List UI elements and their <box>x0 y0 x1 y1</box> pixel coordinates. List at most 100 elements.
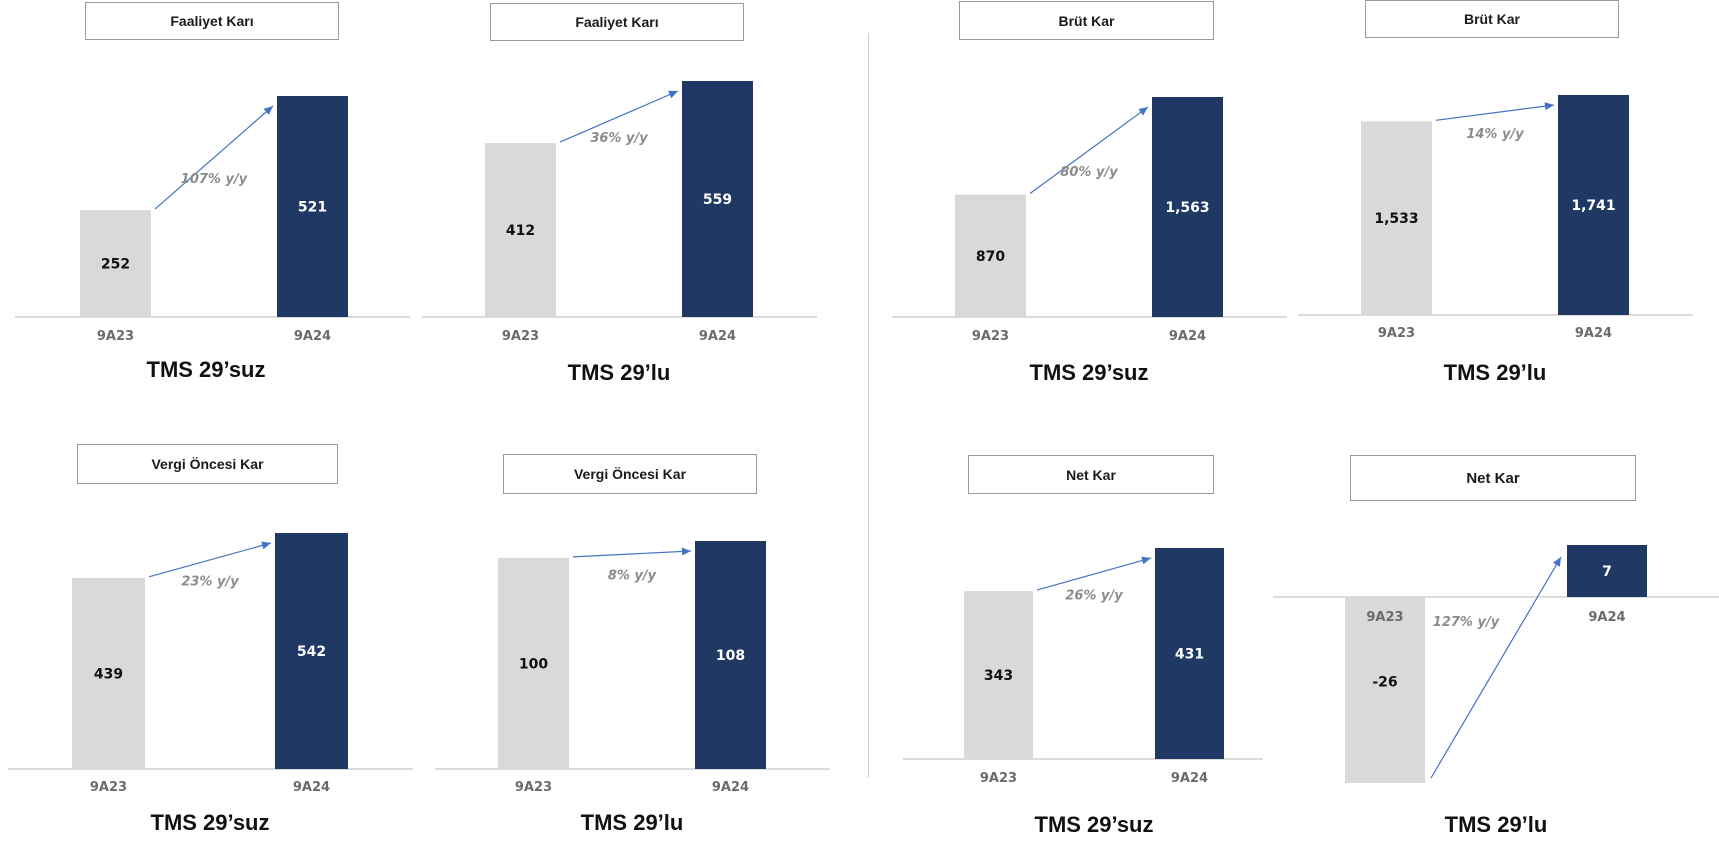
bar-9a23 <box>1361 121 1432 315</box>
chart-caption: TMS 29’lu <box>580 810 684 835</box>
growth-arrowhead <box>263 106 273 115</box>
x-tick-label: 9A24 <box>1169 329 1206 344</box>
bar-chart: 1,533 1,741 9A23 9A24 14% y/y <box>1298 95 1693 341</box>
bar-9a24 <box>1155 548 1224 759</box>
data-label: 521 <box>298 200 327 216</box>
bar-chart: 343 431 9A23 9A24 26% y/y <box>903 548 1263 786</box>
chart-title: Faaliyet Karı <box>85 2 339 40</box>
chart-caption: TMS 29’lu <box>1444 812 1548 837</box>
x-tick-label: 9A24 <box>1575 326 1612 341</box>
data-label: 439 <box>94 666 123 682</box>
growth-arrow <box>148 542 272 578</box>
chart-title: Faaliyet Karı <box>490 3 744 41</box>
growth-arrowhead <box>261 541 271 550</box>
bar-chart: 439 542 9A23 9A24 23% y/y <box>8 533 413 795</box>
growth-arrowhead <box>1138 107 1148 116</box>
chart-title: Net Kar <box>968 455 1214 494</box>
chart-panel: Faaliyet Karı 412 559 9A23 9A24 36% y/y TMS 29… <box>422 0 817 859</box>
x-tick-label: 9A23 <box>502 329 539 344</box>
data-label: 1,533 <box>1374 211 1418 227</box>
chart-title: Vergi Öncesi Kar <box>503 454 757 494</box>
bar-chart: 412 559 9A23 9A24 36% y/y <box>422 81 817 344</box>
data-label: -26 <box>1372 674 1397 690</box>
bar-9a24 <box>277 96 348 317</box>
bar-9a23 <box>1345 597 1425 783</box>
chart-panel: Vergi Öncesi Kar 100 108 9A23 9A24 8% y/y TMS … <box>435 0 830 859</box>
bar-9a24 <box>275 533 348 769</box>
bar-9a24 <box>1558 95 1629 315</box>
section-divider <box>868 33 869 778</box>
growth-arrow <box>572 550 692 558</box>
data-label: 343 <box>984 668 1013 684</box>
bar-9a24 <box>682 81 753 317</box>
chart-panel: Vergi Öncesi Kar 439 542 9A23 9A24 23% y/y TMS… <box>8 0 413 859</box>
chart-caption: TMS 29’suz <box>150 810 270 835</box>
growth-arrowhead <box>681 547 691 556</box>
chart-panel: Brüt Kar 870 1,563 9A23 9A24 80% y/y TMS 29’su… <box>892 0 1287 859</box>
x-tick-label: 9A24 <box>699 329 736 344</box>
bar-9a24 <box>695 541 766 769</box>
growth-arrowhead <box>1552 557 1561 567</box>
bar-chart: 252 521 9A23 9A24 107% y/y <box>15 96 410 344</box>
chart-title: Vergi Öncesi Kar <box>77 444 338 484</box>
growth-label: 23% y/y <box>181 574 239 589</box>
data-label: 559 <box>703 192 732 208</box>
data-label: 108 <box>716 648 745 664</box>
x-tick-label: 9A24 <box>1171 771 1208 786</box>
growth-arrowhead <box>1141 556 1151 565</box>
chart-caption: TMS 29’suz <box>146 357 266 382</box>
x-tick-label: 9A24 <box>712 780 749 795</box>
chart-title: Net Kar <box>1350 455 1636 501</box>
x-tick-label: 9A24 <box>1588 610 1625 625</box>
data-label: 7 <box>1602 564 1612 580</box>
x-tick-label: 9A23 <box>90 780 127 795</box>
data-label: 542 <box>297 644 326 660</box>
growth-label: 14% y/y <box>1466 127 1524 142</box>
bar-9a24 <box>1152 97 1223 317</box>
bar-9a23 <box>72 577 145 769</box>
bar-9a23 <box>485 143 556 317</box>
growth-label: 80% y/y <box>1060 165 1118 180</box>
bar-9a23 <box>498 557 569 769</box>
data-label: 100 <box>519 656 548 672</box>
data-label: 431 <box>1175 647 1204 663</box>
bar-9a23 <box>955 194 1026 317</box>
growth-label: 36% y/y <box>590 131 648 146</box>
chart-caption: TMS 29’suz <box>1034 812 1154 837</box>
chart-panel: Net Kar 343 431 9A23 9A24 26% y/y TMS 29’suz <box>903 0 1263 859</box>
growth-label: 26% y/y <box>1065 589 1123 604</box>
chart-panel: Brüt Kar 1,533 1,741 9A23 9A24 14% y/y TMS 29’… <box>1298 0 1693 859</box>
data-label: 1,563 <box>1165 200 1209 216</box>
chart-title: Brüt Kar <box>959 1 1214 40</box>
growth-arrow <box>1435 104 1555 121</box>
data-label: 870 <box>976 249 1005 265</box>
x-tick-label: 9A23 <box>515 780 552 795</box>
chart-caption: TMS 29’lu <box>1443 360 1547 385</box>
bar-9a24 <box>1567 545 1647 597</box>
data-label: 1,741 <box>1571 198 1615 214</box>
chart-panel: Net Kar -26 7 9A23 9A24 127% y/y TMS 29’lu <box>1273 0 1719 859</box>
data-label: 252 <box>101 257 130 273</box>
growth-arrow <box>154 105 274 210</box>
growth-arrow <box>1029 106 1149 195</box>
chart-panel: Faaliyet Karı 252 521 9A23 9A24 107% y/y TMS 2… <box>15 0 410 859</box>
bar-chart: 870 1,563 9A23 9A24 80% y/y <box>892 97 1287 344</box>
growth-arrow <box>1430 556 1562 779</box>
x-tick-label: 9A23 <box>972 329 1009 344</box>
growth-label: 127% y/y <box>1433 615 1500 630</box>
x-tick-label: 9A23 <box>1366 610 1403 625</box>
x-tick-label: 9A23 <box>1378 326 1415 341</box>
growth-label: 8% y/y <box>608 568 657 583</box>
bar-chart: -26 7 9A23 9A24 127% y/y <box>1273 545 1719 783</box>
bar-chart: 100 108 9A23 9A24 8% y/y <box>435 541 830 795</box>
growth-arrowhead <box>1544 102 1554 111</box>
x-tick-label: 9A24 <box>293 780 330 795</box>
growth-arrow <box>1036 557 1152 591</box>
bar-9a23 <box>80 210 151 317</box>
bar-9a23 <box>964 591 1033 759</box>
chart-title: Brüt Kar <box>1365 0 1619 38</box>
data-label: 412 <box>506 223 535 239</box>
x-tick-label: 9A23 <box>980 771 1017 786</box>
growth-arrowhead <box>668 90 678 99</box>
growth-label: 107% y/y <box>181 172 248 187</box>
